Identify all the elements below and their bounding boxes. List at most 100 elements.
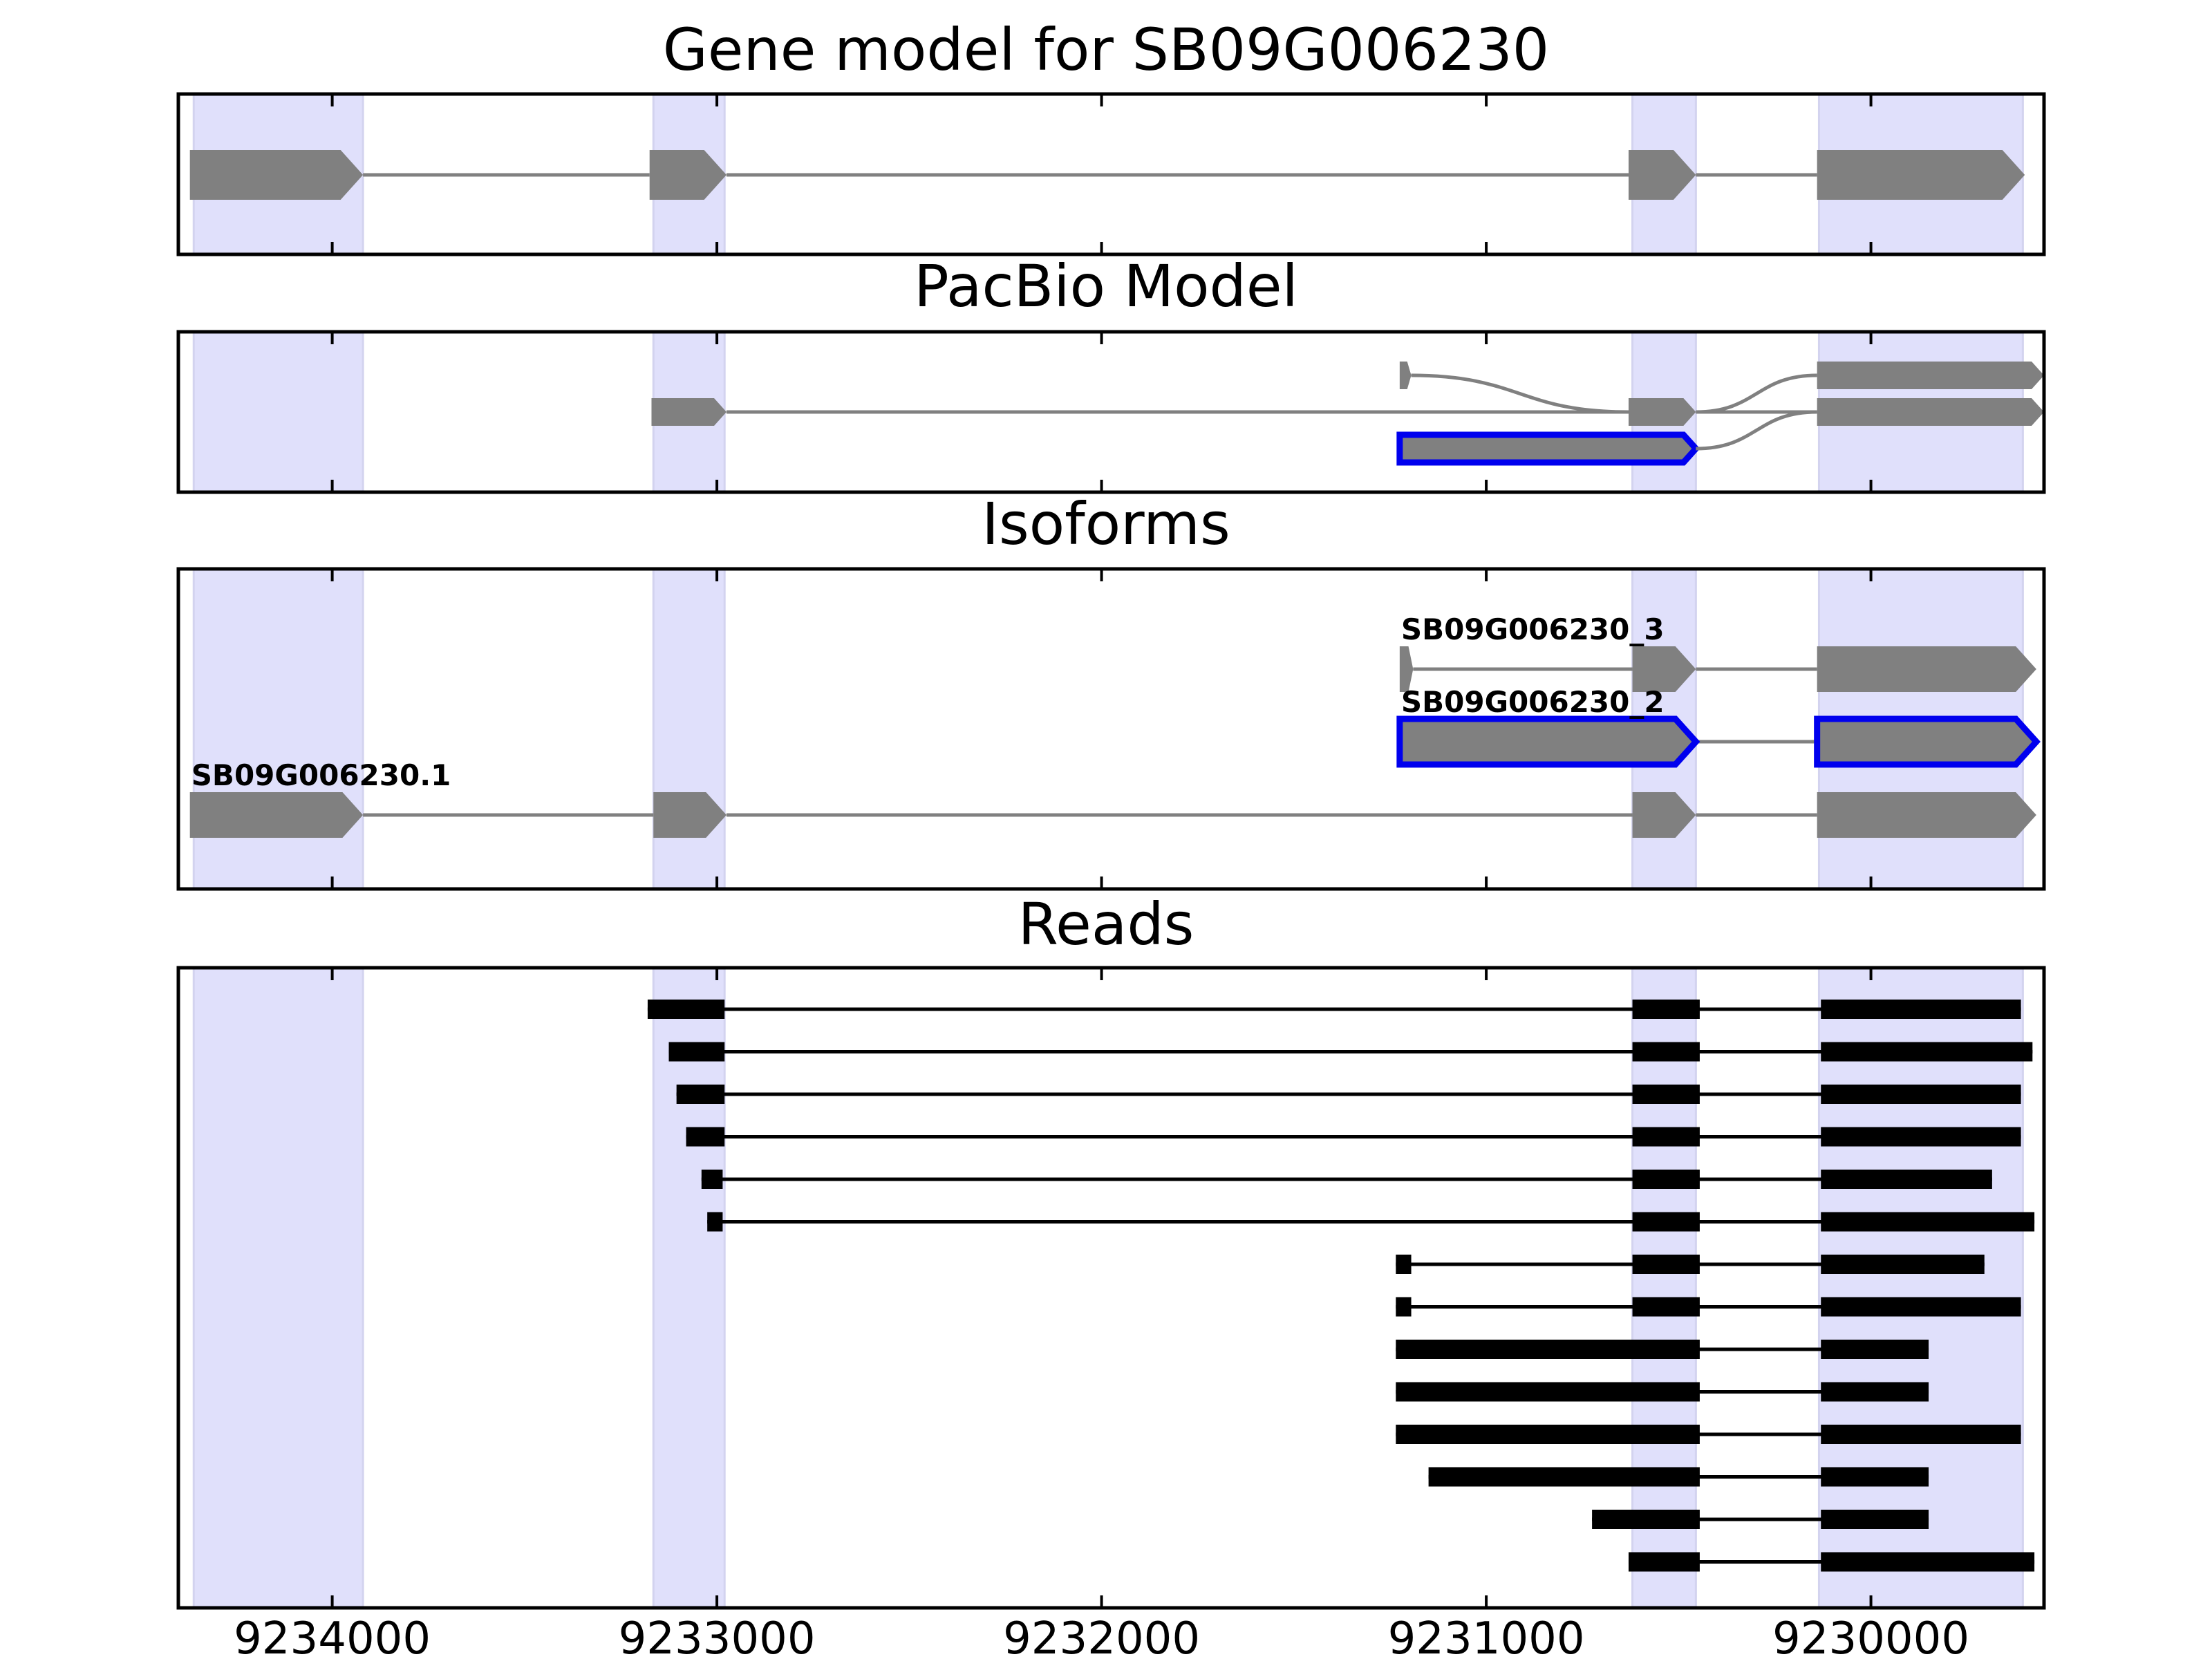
read-4 <box>701 1170 1992 1189</box>
read-12-exon-0 <box>1592 1510 1700 1529</box>
read-0 <box>647 1000 2021 1019</box>
isoforms-transcript-1-label: SB09G006230_2 <box>1401 685 1665 719</box>
pacbio-title: PacBio Model <box>914 252 1298 320</box>
x-axis-tick-labels: 9234000 9233000 9232000 9231000 9230000 <box>234 1613 1969 1659</box>
read-8 <box>1396 1340 1929 1359</box>
gene_model-transcript-0 <box>189 150 2025 200</box>
isoforms-transcript-2-exon-2 <box>1632 792 1696 838</box>
read-7-exon-1 <box>1632 1297 1700 1317</box>
isoforms-transcript-2-exon-0 <box>189 792 364 838</box>
gene-model-panel: Gene model for SB09G006230 <box>176 16 2046 256</box>
read-13-exon-1 <box>1821 1552 2035 1572</box>
read-9-exon-1 <box>1821 1382 1929 1402</box>
x-tick-label-3: 9231000 <box>1388 1613 1585 1659</box>
pacbio-exon-highlight-0 <box>192 330 364 494</box>
read-3-exon-1 <box>1632 1127 1700 1147</box>
isoforms-panel: SB09G006230_3SB09G006230_2SB09G006230.1 … <box>176 490 2046 891</box>
read-3-exon-0 <box>686 1127 725 1147</box>
read-2-exon-0 <box>676 1085 725 1104</box>
isoforms-transcript-2-label: SB09G006230.1 <box>191 758 451 792</box>
read-5 <box>707 1212 2035 1232</box>
read-0-exon-1 <box>1632 1000 1700 1019</box>
read-6-exon-0 <box>1396 1255 1412 1274</box>
pacbio-transcript-1-exon-2 <box>1817 398 2044 426</box>
read-10-exon-1 <box>1821 1425 2021 1444</box>
gene_model-transcript-0-exon-3 <box>1817 150 2025 200</box>
pacbio-transcript-2-exon-0 <box>1396 431 1700 466</box>
pacbio-frame <box>176 330 2046 494</box>
read-10-exon-0 <box>1396 1425 1700 1444</box>
read-0-exon-0 <box>647 1000 725 1019</box>
read-9-exon-0 <box>1396 1382 1700 1402</box>
isoforms-exon-highlight-1 <box>652 568 726 890</box>
gene_model-transcript-0-exon-2 <box>1628 150 1696 200</box>
pacbio-transcript-0-exon-1 <box>1817 362 2044 389</box>
isoforms-transcript-2: SB09G006230.1 <box>189 758 2036 838</box>
gene_model-transcript-0-exon-1 <box>649 150 727 200</box>
isoforms-transcript-0: SB09G006230_3 <box>1399 612 2036 692</box>
pacbio-transcript-0-exon-0 <box>1399 362 1412 389</box>
x-tick-label-4: 9230000 <box>1772 1613 1969 1659</box>
read-13-exon-0 <box>1628 1552 1700 1572</box>
read-8-exon-0 <box>1396 1340 1700 1359</box>
read-9 <box>1396 1382 1929 1402</box>
pacbio-curve-2 <box>1696 410 1817 451</box>
isoforms-transcript-0-exon-2 <box>1817 646 2036 692</box>
pacbio-transcript-1-exon-1 <box>1628 398 1696 426</box>
read-11-exon-1 <box>1821 1467 1929 1487</box>
pacbio-transcript-1 <box>651 398 2044 426</box>
pacbio-curve-0a <box>1411 373 1629 414</box>
read-10 <box>1396 1425 2021 1444</box>
isoforms-title: Isoforms <box>982 490 1230 558</box>
gene-model-frame <box>176 92 2046 256</box>
read-6-exon-2 <box>1821 1255 1985 1274</box>
read-7 <box>1396 1297 2021 1317</box>
read-4-exon-2 <box>1821 1170 1992 1189</box>
read-7-exon-0 <box>1396 1297 1412 1317</box>
reads-exon-highlight-0 <box>192 966 364 1609</box>
read-5-exon-2 <box>1821 1212 2035 1232</box>
read-1-exon-2 <box>1821 1042 2033 1062</box>
read-7-exon-2 <box>1821 1297 2021 1317</box>
isoforms-transcript-2-exon-1 <box>653 792 727 838</box>
gene_model-transcript-0-exon-0 <box>189 150 364 200</box>
read-5-exon-1 <box>1632 1212 1700 1232</box>
read-1-exon-0 <box>668 1042 725 1062</box>
x-tick-label-2: 9232000 <box>1003 1613 1200 1659</box>
pacbio-curve-0b <box>1696 373 1817 414</box>
x-tick-label-1: 9233000 <box>619 1613 816 1659</box>
read-8-exon-1 <box>1821 1340 1929 1359</box>
isoforms-transcript-1-exon-0 <box>1396 715 1700 768</box>
isoforms-transcript-0-label: SB09G006230_3 <box>1401 612 1665 646</box>
read-13 <box>1628 1552 2035 1572</box>
isoforms-transcript-2-exon-3 <box>1817 792 2036 838</box>
pacbio-transcript-0 <box>1399 362 2044 389</box>
read-2-exon-1 <box>1632 1085 1700 1104</box>
isoforms-frame <box>176 567 2046 891</box>
read-4-exon-1 <box>1632 1170 1700 1189</box>
read-11 <box>1428 1467 1929 1487</box>
read-2-exon-2 <box>1821 1085 2021 1104</box>
read-3 <box>686 1127 2021 1147</box>
isoforms-exon-highlight-0 <box>192 568 364 890</box>
isoforms-transcript-1-exon-1 <box>1814 715 2041 768</box>
read-6-exon-1 <box>1632 1255 1700 1274</box>
x-tick-label-0: 9234000 <box>234 1613 431 1659</box>
read-12-exon-1 <box>1821 1510 1929 1529</box>
read-4-exon-0 <box>701 1170 723 1189</box>
reads-title: Reads <box>1018 890 1194 958</box>
isoforms-transcript-1: SB09G006230_2 <box>1396 685 2041 768</box>
gene-model-title: Gene model for SB09G006230 <box>663 16 1549 84</box>
read-1 <box>668 1042 2033 1062</box>
reads-exon-highlight-2 <box>1631 966 1697 1609</box>
pacbio-transcript-1-exon-0 <box>651 398 727 426</box>
read-11-exon-0 <box>1428 1467 1700 1487</box>
read-5-exon-0 <box>707 1212 723 1232</box>
read-2 <box>676 1085 2021 1104</box>
isoforms-transcript-0-exon-1 <box>1632 646 1696 692</box>
reads-exon-highlight-3 <box>1817 966 2024 1609</box>
pacbio-panel: PacBio Model <box>176 252 2046 494</box>
reads-exon-highlight-1 <box>652 966 726 1609</box>
read-6 <box>1396 1255 1985 1274</box>
